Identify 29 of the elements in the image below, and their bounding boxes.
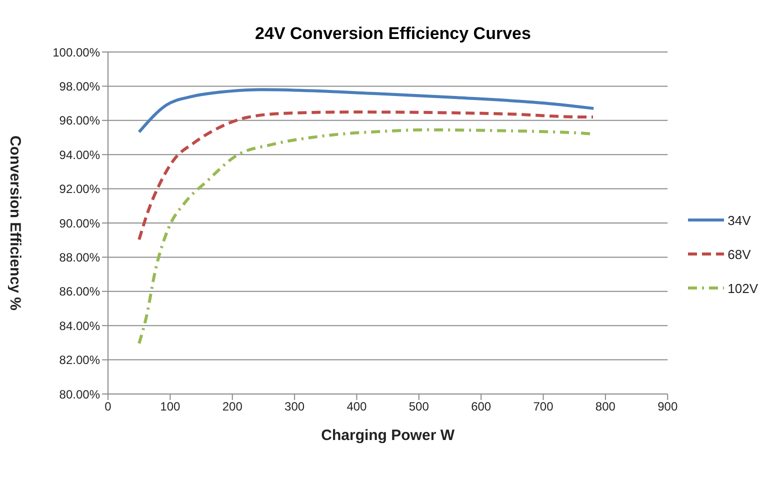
line-series	[138, 110, 595, 242]
x-axis-title: Charging Power W	[321, 427, 456, 444]
y-axis-title: Conversion Efficiency %	[6, 135, 24, 311]
y-tick-label: 92.00%	[59, 182, 100, 196]
x-tick-label: 700	[533, 400, 554, 414]
x-tick-label: 200	[222, 400, 243, 414]
y-tick-label: 84.00%	[59, 318, 100, 333]
x-tick-label: 300	[284, 400, 305, 414]
chart-title: 24V Conversion Efficiency Curves	[254, 24, 532, 44]
y-tick-label: 90.00%	[59, 216, 100, 230]
y-tick-label: 98.00%	[59, 79, 100, 94]
y-tick-label: 100.00%	[52, 45, 100, 60]
x-tick-label: 400	[346, 400, 368, 414]
x-tick-label: 800	[595, 400, 616, 414]
x-tick-label: 900	[658, 400, 678, 414]
line-series	[138, 88, 596, 134]
x-tick-label: 600	[471, 400, 492, 414]
legend-label: 68V	[728, 246, 751, 262]
legend-label: 34V	[728, 212, 751, 228]
x-tick-label: 0	[104, 400, 112, 414]
y-tick-label: 88.00%	[59, 250, 100, 264]
y-tick-label: 96.00%	[59, 114, 100, 128]
y-tick-label: 80.00%	[59, 387, 100, 402]
y-tick-label: 86.00%	[59, 284, 100, 299]
y-tick-label: 94.00%	[59, 148, 100, 162]
x-tick-label: 500	[408, 400, 430, 414]
y-tick-label: 82.00%	[59, 353, 100, 368]
x-tick-label: 100	[160, 400, 181, 414]
legend-label: 102V	[728, 280, 758, 296]
